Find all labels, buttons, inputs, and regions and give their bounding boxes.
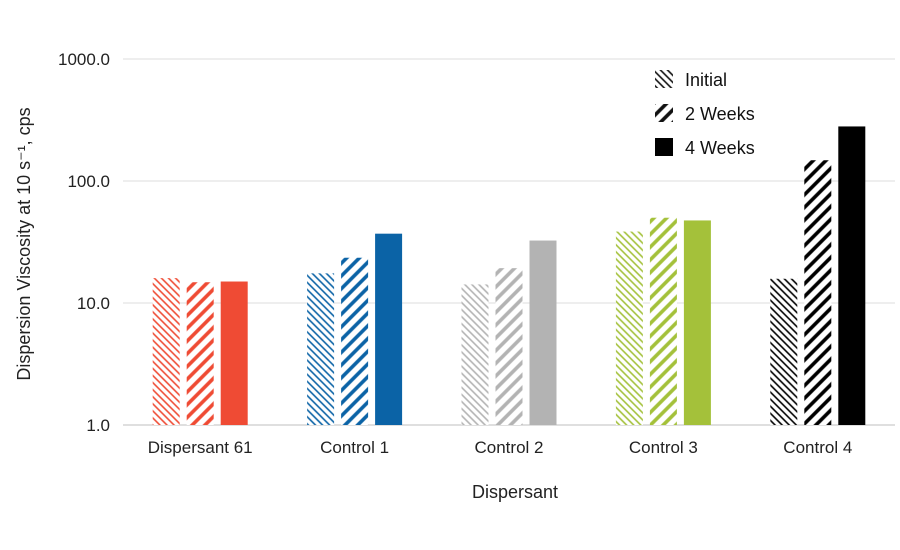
bar-control-4-4-weeks xyxy=(838,126,866,425)
bar-control-2-initial xyxy=(461,284,489,425)
bar-dispersant-61-4-weeks xyxy=(220,281,248,425)
x-tick-label: Control 4 xyxy=(783,438,852,457)
y-tick-label: 1000.0 xyxy=(58,50,110,69)
x-axis-title: Dispersant xyxy=(472,482,558,502)
y-axis-title: Dispersion Viscosity at 10 s⁻¹, cps xyxy=(14,107,34,380)
y-tick-label: 1.0 xyxy=(86,416,110,435)
bar-control-1-2-weeks xyxy=(341,257,369,425)
legend-label: 4 Weeks xyxy=(685,138,755,158)
bar-dispersant-61-initial xyxy=(152,278,180,425)
y-tick-label: 100.0 xyxy=(67,172,110,191)
bars xyxy=(152,126,866,425)
y-tick-label: 10.0 xyxy=(77,294,110,313)
x-tick-label: Control 2 xyxy=(475,438,544,457)
bar-control-3-initial xyxy=(615,231,643,425)
legend: Initial 2 Weeks 4 Weeks xyxy=(655,70,755,158)
legend-label: Initial xyxy=(685,70,727,90)
bar-control-3-4-weeks xyxy=(683,220,711,425)
bar-control-4-initial xyxy=(770,278,798,425)
bar-control-1-initial xyxy=(307,273,335,425)
x-tick-label: Control 1 xyxy=(320,438,389,457)
legend-swatch xyxy=(655,70,673,88)
bar-control-1-4-weeks xyxy=(375,233,403,425)
x-tick-label: Dispersant 61 xyxy=(148,438,253,457)
bar-control-4-2-weeks xyxy=(804,160,832,425)
y-axis-ticks: 1.0 10.0 100.0 1000.0 xyxy=(58,50,110,435)
bar-dispersant-61-2-weeks xyxy=(186,282,214,425)
x-axis-ticks: Dispersant 61 Control 1 Control 2 Control 3… xyxy=(148,438,853,457)
bar-control-3-2-weeks xyxy=(649,217,677,425)
legend-swatch xyxy=(655,138,673,156)
bar-control-2-4-weeks xyxy=(529,240,557,425)
legend-swatch xyxy=(655,104,673,122)
x-tick-label: Control 3 xyxy=(629,438,698,457)
legend-label: 2 Weeks xyxy=(685,104,755,124)
bar-control-2-2-weeks xyxy=(495,268,523,425)
